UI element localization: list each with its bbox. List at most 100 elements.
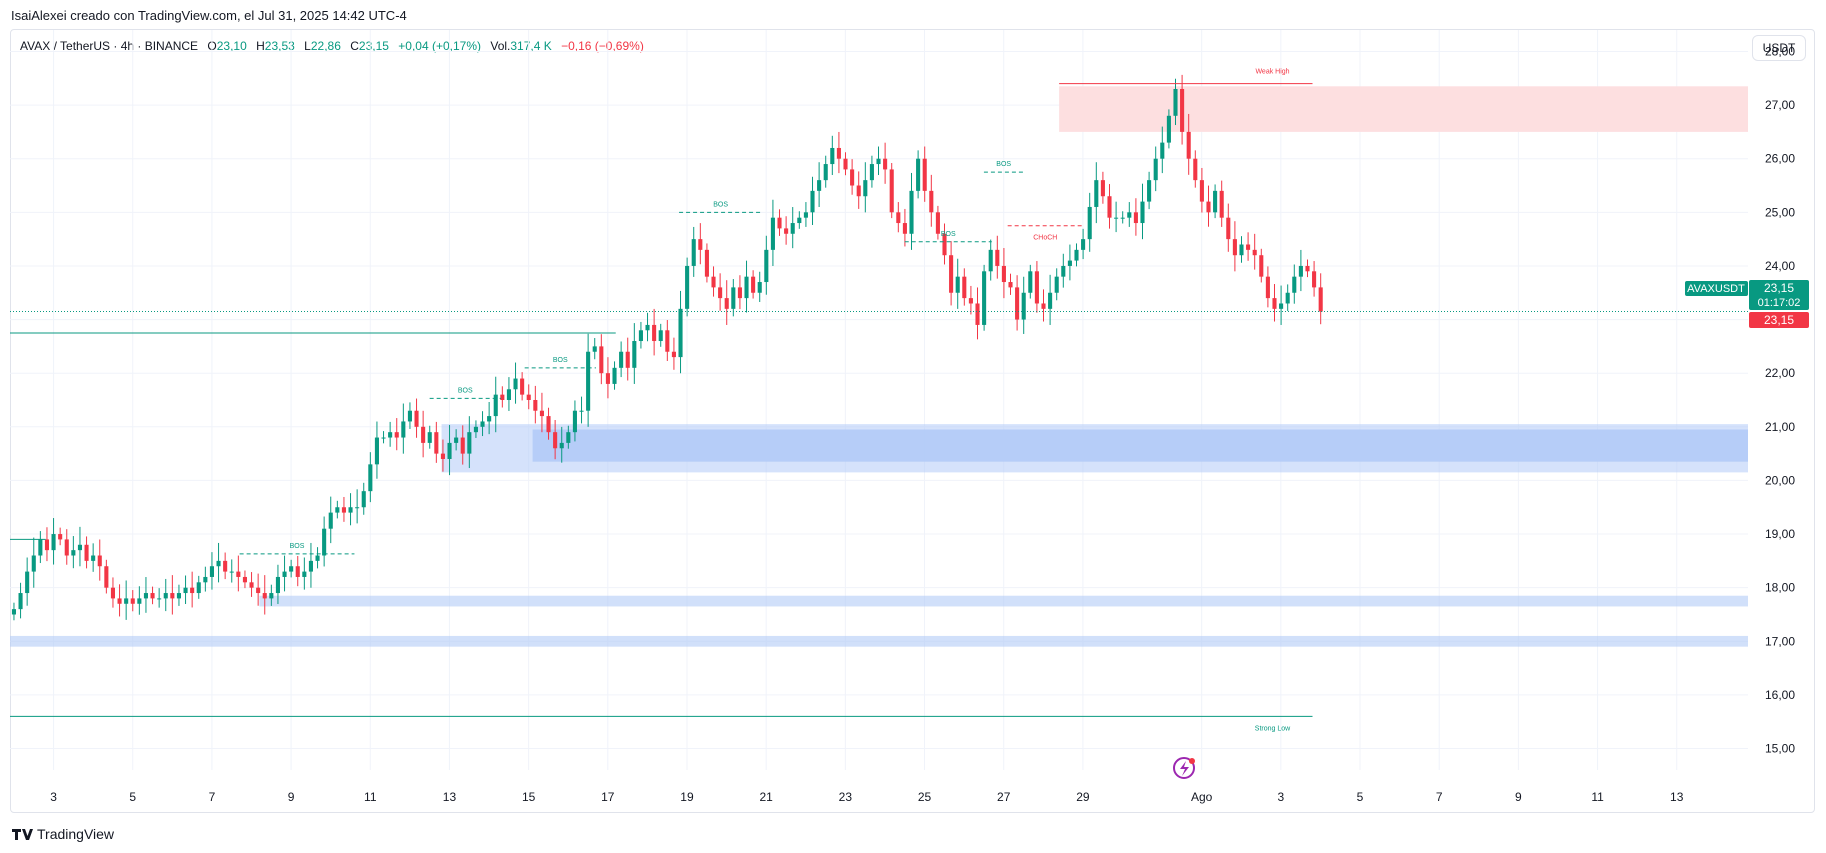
candle-body — [671, 351, 676, 358]
candle-body — [830, 147, 835, 165]
candle-body — [137, 598, 142, 604]
bos-label: BOS — [713, 201, 728, 208]
y-tick-label: 24,00 — [1765, 259, 1795, 273]
candle-body — [539, 410, 544, 417]
candle-body — [586, 351, 591, 411]
candle-body — [249, 582, 254, 588]
candle-body — [374, 437, 379, 465]
candle-body — [25, 571, 30, 594]
candle-body — [143, 593, 148, 599]
candle-body — [1193, 158, 1198, 181]
symbol-legend: AVAX / TetherUS · 4h · BINANCE O23,10 H2… — [20, 39, 644, 53]
candle-body — [678, 308, 683, 358]
supply-zone — [1059, 86, 1748, 132]
candle-body — [1034, 271, 1039, 304]
candle-body — [513, 378, 518, 390]
candle-body — [473, 426, 478, 433]
chart-frame — [10, 29, 1815, 813]
candle-body — [526, 394, 531, 400]
candle-body — [810, 190, 815, 213]
candle-body — [863, 180, 868, 197]
x-tick-label: 29 — [1076, 790, 1090, 804]
candle-body — [229, 571, 234, 573]
candle-body — [454, 437, 459, 443]
x-tick-label: Ago — [1191, 790, 1213, 804]
change-value: +0,04 (+0,17%) — [398, 39, 482, 53]
y-tick-label: 20,00 — [1765, 473, 1795, 487]
candle-body — [407, 410, 412, 422]
candle-body — [553, 432, 558, 449]
candle-body — [1279, 303, 1284, 309]
candle-body — [1120, 217, 1125, 219]
candle-body — [949, 255, 954, 293]
candle-body — [256, 587, 261, 594]
candle-body — [401, 421, 406, 438]
candle-body — [203, 576, 208, 583]
candle-body — [731, 287, 736, 309]
candle-body — [388, 432, 393, 438]
candle-body — [361, 491, 366, 508]
candle-body — [1153, 158, 1158, 181]
candle-body — [77, 544, 83, 551]
candle-body — [737, 287, 742, 299]
candle-body — [942, 233, 947, 256]
candle-body — [711, 276, 716, 288]
candle-body — [275, 576, 280, 594]
y-tick-label: 18,00 — [1765, 581, 1795, 595]
candle-body — [506, 389, 511, 400]
candle-body — [31, 555, 36, 572]
candle-body — [764, 249, 769, 283]
candle-body — [190, 587, 195, 594]
candle-body — [97, 555, 102, 567]
candle-body — [718, 287, 723, 299]
close-label: C — [350, 39, 359, 53]
candle-body — [1285, 292, 1290, 304]
x-tick-label: 3 — [1277, 790, 1284, 804]
candle-body — [1252, 249, 1257, 256]
candle-body — [843, 158, 848, 170]
candle-body — [856, 185, 861, 197]
candle-body — [394, 432, 399, 438]
candle-body — [599, 346, 604, 374]
candle-body — [460, 437, 465, 454]
candle-body — [295, 566, 300, 577]
symbol-title[interactable]: AVAX / TetherUS · 4h · BINANCE — [20, 39, 199, 53]
candle-body — [1246, 244, 1251, 250]
candle-body — [605, 373, 610, 384]
x-tick-label: 25 — [918, 790, 932, 804]
y-tick-label: 27,00 — [1765, 98, 1795, 112]
choch-label: CHoCH — [1033, 235, 1057, 242]
candle-body — [262, 593, 267, 599]
candle-body — [619, 351, 624, 368]
candle-body — [269, 593, 274, 599]
y-tick-label: 25,00 — [1765, 205, 1795, 219]
volume-value: 317,4 K — [510, 39, 552, 53]
bos-label: BOS — [290, 543, 305, 550]
weak-high-label: Weak High — [1255, 69, 1289, 76]
candle-body — [559, 442, 564, 449]
candle-body — [1074, 249, 1079, 261]
currency-button[interactable]: USDT — [1752, 35, 1806, 61]
candle-body — [1015, 287, 1020, 320]
candle-body — [493, 394, 498, 417]
candle-body — [1008, 282, 1013, 288]
red-price-tag — [1749, 312, 1809, 328]
candle-body — [183, 587, 188, 594]
x-tick-label: 13 — [443, 790, 457, 804]
candle-body — [1127, 212, 1132, 218]
candle-body — [1054, 276, 1059, 293]
footer-brand-label: TradingView — [37, 826, 115, 842]
candle-body — [1133, 212, 1138, 224]
candle-body — [157, 598, 162, 600]
candle-body — [1081, 239, 1086, 250]
x-tick-label: 11 — [364, 790, 377, 804]
candle-body — [1166, 115, 1171, 143]
close-value: 23,15 — [358, 39, 389, 53]
candle-body — [790, 223, 795, 234]
bos-label: BOS — [996, 161, 1011, 168]
candle-body — [1272, 298, 1277, 309]
candle-body — [1140, 201, 1145, 224]
candle-body — [922, 158, 927, 191]
candle-body — [572, 410, 577, 433]
